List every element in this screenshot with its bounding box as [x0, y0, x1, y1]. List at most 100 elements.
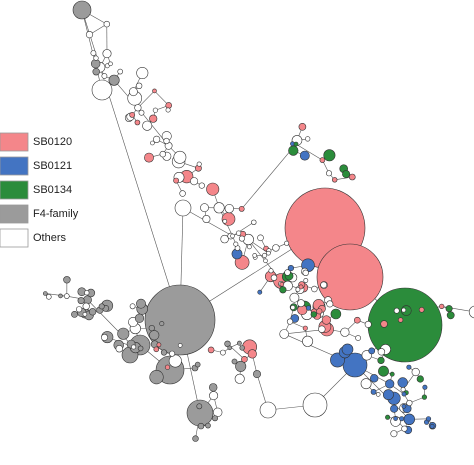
node: [305, 136, 311, 142]
node: [169, 350, 176, 357]
node: [246, 244, 252, 250]
node: [377, 348, 386, 356]
node: [257, 234, 264, 242]
node: [279, 329, 290, 339]
legend: SB0120 SB0121 SB0134 F4-family Others: [0, 132, 79, 248]
node: [149, 370, 164, 385]
node: [142, 120, 153, 131]
node: [310, 311, 317, 318]
node: [144, 152, 154, 163]
node: [320, 281, 328, 289]
node: [159, 150, 167, 158]
node: [235, 360, 247, 372]
node: [364, 320, 372, 328]
node: [239, 345, 245, 351]
node: [134, 119, 141, 126]
node: [247, 349, 257, 359]
node: [101, 333, 109, 341]
node: [238, 205, 245, 212]
node: [330, 308, 342, 320]
node: [263, 258, 268, 264]
node: [385, 379, 395, 389]
node: [293, 141, 299, 147]
node: [288, 145, 299, 156]
node: [319, 157, 326, 163]
node: [156, 342, 162, 348]
node: [262, 252, 268, 258]
node: [236, 230, 242, 236]
node: [136, 298, 146, 309]
node: [219, 349, 226, 356]
node: [401, 425, 408, 432]
node: [42, 291, 48, 296]
node: [468, 305, 474, 319]
node: [316, 243, 384, 311]
node: [196, 403, 203, 410]
node: [202, 215, 211, 224]
edge: [154, 90, 169, 106]
node: [108, 74, 120, 86]
node: [108, 61, 113, 67]
node: [368, 347, 376, 355]
node: [272, 244, 280, 252]
node: [91, 79, 113, 101]
node: [305, 305, 312, 311]
node: [190, 177, 199, 186]
node: [377, 356, 385, 365]
node: [406, 399, 413, 407]
node: [353, 316, 361, 324]
node: [257, 289, 263, 295]
legend-label: SB0134: [33, 184, 72, 196]
node: [84, 290, 90, 296]
node: [220, 234, 229, 244]
edge: [45, 293, 67, 297]
node: [222, 219, 228, 224]
node: [160, 349, 168, 356]
node: [213, 407, 223, 417]
node: [316, 308, 323, 315]
node: [152, 107, 158, 113]
node: [192, 435, 199, 442]
node: [302, 325, 308, 331]
node: [233, 241, 239, 247]
node: [206, 182, 220, 196]
node: [129, 112, 136, 118]
node: [323, 149, 336, 162]
node: [71, 310, 78, 318]
node: [224, 204, 234, 214]
node: [231, 358, 238, 365]
node: [221, 212, 236, 226]
node: [259, 401, 277, 419]
node: [270, 274, 278, 281]
node: [401, 403, 407, 409]
node: [153, 346, 160, 353]
node: [144, 284, 216, 356]
node: [197, 422, 205, 430]
node: [290, 304, 296, 310]
node: [234, 373, 245, 384]
node: [82, 311, 88, 317]
node: [342, 352, 368, 378]
node: [165, 107, 171, 113]
node: [209, 391, 219, 401]
node: [117, 327, 130, 340]
node: [92, 67, 100, 76]
node: [164, 364, 171, 370]
edge: [241, 143, 297, 210]
node: [238, 235, 245, 242]
node: [58, 293, 63, 299]
node: [163, 137, 170, 145]
node: [302, 392, 328, 418]
node: [236, 340, 242, 346]
node: [299, 150, 310, 161]
node: [416, 375, 424, 383]
node: [439, 303, 445, 310]
node: [411, 367, 420, 377]
node: [179, 190, 186, 197]
node: [298, 284, 304, 290]
node: [196, 161, 202, 167]
node: [205, 422, 211, 429]
node: [165, 102, 172, 109]
node: [286, 318, 294, 325]
node: [421, 394, 428, 400]
